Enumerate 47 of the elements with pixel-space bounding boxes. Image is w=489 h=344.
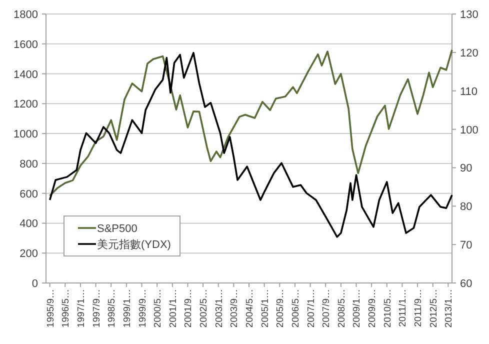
x-tick-label: 1999/1…	[122, 289, 133, 328]
x-tick-label: 2005/1…	[260, 289, 271, 328]
x-tick-label: 2007/9…	[321, 289, 332, 328]
legend-label: 美元指數(YDX)	[97, 238, 171, 251]
x-tick-label: 1996/5…	[60, 289, 72, 328]
y-tick-label: 800	[20, 158, 38, 170]
y2-tick-label: 80	[460, 201, 472, 214]
y-tick-label: 1200	[14, 98, 38, 111]
x-tick-label: 1998/5…	[106, 289, 118, 328]
x-tick-label: 2005/9…	[275, 289, 286, 328]
y-tick-label: 0	[32, 278, 38, 290]
x-tick-label: 2004/5…	[244, 289, 256, 328]
y2-tick-label: 60	[460, 278, 472, 290]
y2-tick-label: 90	[460, 162, 472, 175]
y2-tick-label: 70	[460, 240, 472, 252]
x-tick-label: 2007/1…	[306, 289, 317, 328]
x-tick-label: 1999/9…	[137, 289, 148, 328]
x-tick-label: 2003/1…	[214, 289, 225, 328]
y2-tick-label: 110	[460, 86, 478, 98]
x-tick-label: 2006/5…	[290, 289, 302, 328]
x-tick-label: 1997/1…	[76, 289, 87, 328]
y-tick-label: 1400	[14, 68, 38, 81]
x-tick-label: 2001/9…	[183, 289, 194, 328]
x-tick-label: 2001/1…	[168, 289, 179, 328]
x-tick-label: 2002/5…	[198, 289, 210, 328]
x-tick-label: 2011/1…	[398, 289, 409, 327]
y-tick-label: 400	[20, 218, 38, 230]
y-tick-label: 600	[20, 188, 38, 200]
y2-tick-label: 120	[460, 47, 478, 60]
x-tick-label: 1997/9…	[91, 289, 102, 328]
y-tick-label: 200	[20, 248, 38, 260]
y-tick-label: 1000	[14, 128, 38, 141]
x-tick-label: 1995/9…	[45, 289, 56, 328]
x-tick-label: 2003/9…	[229, 289, 240, 328]
x-tick-label: 2012/5…	[428, 289, 440, 328]
y2-tick-label: 100	[460, 124, 478, 136]
x-tick-label: 2011/9…	[413, 289, 424, 327]
x-tick-label: 2010/5…	[382, 289, 394, 328]
x-tick-label: 2009/9…	[367, 289, 378, 328]
x-tick-label: 2000/5…	[152, 289, 164, 328]
x-tick-label: 2013/1…	[444, 289, 455, 328]
x-tick-label: 2009/1…	[352, 289, 363, 328]
y-tick-label: 1800	[14, 9, 38, 21]
x-tick-label: 2008/5…	[336, 289, 348, 328]
legend-label: S&P500	[97, 223, 138, 235]
y2-tick-label: 130	[460, 9, 478, 21]
y-tick-label: 1600	[14, 38, 38, 51]
